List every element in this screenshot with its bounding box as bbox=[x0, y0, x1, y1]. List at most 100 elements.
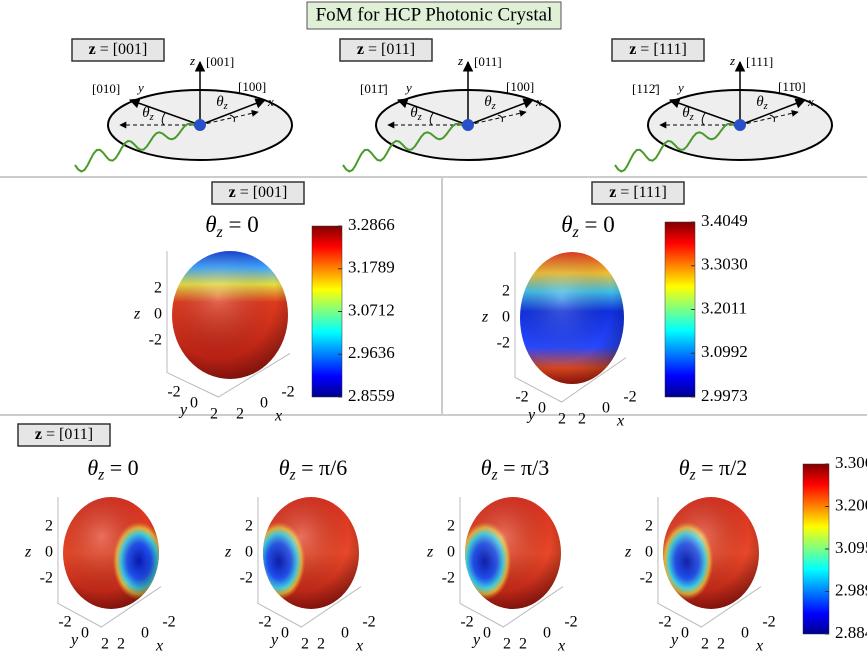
theta-text: θz bbox=[682, 105, 693, 123]
x-tick-label: -2 bbox=[623, 389, 636, 406]
colorbar-tick-label: 3.3030 bbox=[701, 255, 748, 274]
figure-title: FoM for HCP Photonic Crystal bbox=[316, 4, 553, 25]
x-tick-label: 2 bbox=[317, 636, 325, 653]
direction-label: [11̄0] bbox=[778, 79, 806, 94]
z-tick-label: 0 bbox=[45, 544, 53, 561]
k-vector bbox=[467, 109, 527, 126]
theta-symbol: θ bbox=[87, 455, 98, 480]
theta-symbol: θ bbox=[205, 212, 216, 237]
label-var: z bbox=[229, 184, 236, 201]
theta-text: θz bbox=[216, 94, 227, 112]
colorbar bbox=[802, 463, 830, 635]
y-tick-label: 2 bbox=[210, 406, 218, 423]
axis bbox=[397, 98, 469, 126]
label-rest: = [001] bbox=[236, 184, 288, 201]
theta-text: θz = 0 bbox=[561, 212, 615, 240]
axis-label: z bbox=[729, 53, 735, 68]
x-tick-label: 2 bbox=[117, 636, 125, 653]
axis-label: y bbox=[669, 632, 679, 649]
theta-symbol: θ bbox=[756, 94, 764, 110]
theta-text: θz = 0 bbox=[205, 212, 259, 240]
x-tick-label: 0 bbox=[602, 400, 610, 417]
axis-label: y bbox=[269, 632, 279, 649]
axis-label: x bbox=[616, 413, 624, 430]
label-rest: = [001] bbox=[96, 41, 148, 58]
theta-sub: z bbox=[289, 466, 296, 483]
axis bbox=[467, 98, 534, 126]
wave bbox=[614, 122, 741, 173]
label-rest: = [111] bbox=[616, 184, 667, 201]
axis-label: z bbox=[189, 53, 195, 68]
wave bbox=[74, 122, 201, 173]
label: z = [011] bbox=[35, 426, 93, 443]
colorbar-tick-label: 2.9973 bbox=[701, 386, 748, 405]
theta-text: θz bbox=[410, 105, 421, 123]
direction-label: [011] bbox=[474, 54, 502, 69]
theta-rest: = π/6 bbox=[296, 455, 348, 480]
theta-sub: z bbox=[491, 101, 496, 112]
x-tick-label: -2 bbox=[762, 614, 775, 631]
z-tick-label: -2 bbox=[640, 570, 653, 587]
sphere-shading bbox=[520, 252, 624, 384]
z-tick-label: 2 bbox=[45, 518, 53, 535]
y-tick-label: 2 bbox=[558, 411, 566, 428]
y-tick-label: 0 bbox=[190, 395, 198, 412]
x-tick-label: 0 bbox=[741, 625, 749, 642]
x-tick-label: -2 bbox=[162, 614, 175, 631]
direction-label: [100] bbox=[238, 79, 266, 94]
scatterer bbox=[462, 119, 474, 131]
y-tick-label: 0 bbox=[538, 400, 546, 417]
axis-label: y bbox=[404, 80, 412, 95]
angle-arc bbox=[497, 114, 503, 123]
y-tick-label: 2 bbox=[101, 636, 109, 653]
label-var: z bbox=[629, 41, 636, 58]
label-rest: = [011] bbox=[364, 41, 415, 58]
y-tick-label: -2 bbox=[167, 384, 180, 401]
theta-sub: z bbox=[491, 466, 498, 483]
colorbar bbox=[311, 225, 343, 398]
theta-sub: z bbox=[223, 101, 228, 112]
colorbar-tick-label: 2.8840 bbox=[835, 623, 867, 642]
axis bbox=[129, 98, 201, 126]
colorbar-tick-label: 3.0992 bbox=[701, 342, 748, 361]
sphere-shading bbox=[663, 497, 759, 609]
angle-arc bbox=[769, 114, 775, 123]
theta-symbol: θ bbox=[279, 455, 290, 480]
theta-symbol: θ bbox=[142, 105, 150, 121]
label: z = [001] bbox=[229, 184, 288, 201]
z-tick-label: 2 bbox=[245, 518, 253, 535]
axis-label: x bbox=[267, 94, 274, 109]
z-tick-label: 0 bbox=[245, 544, 253, 561]
y-tick-label: -2 bbox=[58, 614, 71, 631]
colorbar-tick-label: 3.0953 bbox=[835, 538, 867, 557]
colorbar-tick-label: 2.9636 bbox=[348, 343, 395, 362]
axis-label: z bbox=[426, 544, 434, 561]
direction-label: [001] bbox=[206, 54, 234, 69]
direction-label: [011̄] bbox=[360, 81, 388, 96]
y-tick-label: -2 bbox=[515, 389, 528, 406]
theta-text: θz bbox=[756, 94, 767, 112]
z-tick-label: -2 bbox=[240, 570, 253, 587]
label-box bbox=[211, 181, 305, 205]
colorbar-tick-label: 2.8559 bbox=[348, 386, 395, 405]
label-box bbox=[339, 38, 433, 62]
z-tick-label: -2 bbox=[40, 570, 53, 587]
axis-label: y bbox=[676, 80, 684, 95]
axis-label: y bbox=[471, 632, 481, 649]
direction-label: [010] bbox=[92, 81, 120, 96]
theta-rest: = 0 bbox=[579, 212, 615, 237]
colorbar-tick-label: 3.1789 bbox=[348, 258, 395, 277]
z-tick-label: -2 bbox=[442, 570, 455, 587]
theta-symbol: θ bbox=[484, 94, 492, 110]
label-var: z bbox=[609, 184, 616, 201]
y-tick-label: 2 bbox=[301, 636, 309, 653]
theta-symbol: θ bbox=[561, 212, 572, 237]
x-tick-label: -2 bbox=[281, 384, 294, 401]
y-tick-label: 0 bbox=[81, 625, 89, 642]
theta-sub: z bbox=[689, 466, 696, 483]
x-tick-label: -2 bbox=[362, 614, 375, 631]
z-tick-label: 2 bbox=[502, 283, 510, 300]
theta-sub: z bbox=[97, 466, 104, 483]
z-tick-label: 2 bbox=[447, 518, 455, 535]
